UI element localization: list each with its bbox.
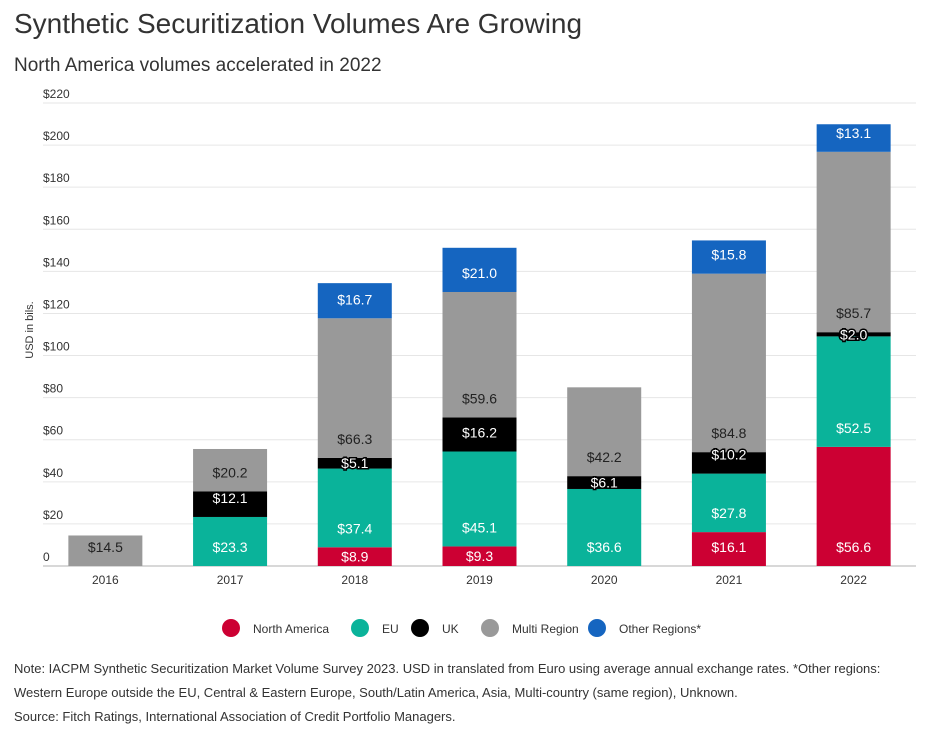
y-tick-label: 0 bbox=[43, 550, 50, 564]
x-tick-label: 2020 bbox=[591, 573, 618, 587]
data-label: $36.6 bbox=[587, 539, 622, 555]
bar-segment bbox=[193, 491, 268, 517]
legend-label: Other Regions* bbox=[619, 622, 701, 636]
bar-segment bbox=[193, 516, 268, 566]
bar-segment bbox=[567, 387, 642, 477]
bar-segment bbox=[442, 546, 517, 566]
data-label: $59.6 bbox=[462, 390, 497, 406]
legend-label: North America bbox=[253, 622, 329, 636]
bar-segment bbox=[691, 240, 766, 274]
data-label: $16.1 bbox=[711, 539, 746, 555]
bar-segment bbox=[317, 547, 392, 566]
bar-segment bbox=[691, 273, 766, 453]
bar-segment bbox=[442, 247, 517, 292]
data-label: $9.3 bbox=[466, 548, 493, 564]
y-tick-label: $80 bbox=[43, 382, 63, 396]
x-tick-label: 2018 bbox=[341, 573, 368, 587]
data-label: $14.5 bbox=[88, 539, 123, 555]
bar-segment bbox=[691, 452, 766, 474]
chart-title: Synthetic Securitization Volumes Are Gro… bbox=[14, 8, 583, 39]
data-label: $15.8 bbox=[711, 247, 746, 263]
data-label: $21.0 bbox=[462, 265, 497, 281]
legend-marker bbox=[411, 619, 429, 637]
x-tick-label: 2021 bbox=[716, 573, 743, 587]
data-label: $42.2 bbox=[587, 449, 622, 465]
bar-segment bbox=[691, 473, 766, 533]
y-tick-label: $20 bbox=[43, 508, 63, 522]
bar-segment bbox=[442, 451, 517, 547]
bar-segment bbox=[317, 468, 392, 548]
chart-subtitle: North America volumes accelerated in 202… bbox=[14, 55, 382, 76]
legend-marker bbox=[222, 619, 240, 637]
data-label: $27.8 bbox=[711, 505, 746, 521]
stacked-bar-chart: 0 $20 $40 $60 $80 $100 $120 $140 $160 $180 $200 $22… bbox=[24, 87, 916, 637]
data-label: $56.6 bbox=[836, 539, 871, 555]
legend-label: UK bbox=[442, 622, 459, 636]
bar-segment bbox=[317, 457, 392, 469]
bar-segment bbox=[317, 318, 392, 458]
y-tick-label: $160 bbox=[43, 213, 70, 227]
x-tick-label: 2019 bbox=[466, 573, 493, 587]
data-label: $52.5 bbox=[836, 420, 871, 436]
bar-segment bbox=[816, 332, 891, 337]
bar-segment bbox=[816, 124, 891, 152]
data-label: $20.2 bbox=[213, 464, 248, 480]
bar-segment bbox=[442, 417, 517, 452]
bar-segment bbox=[193, 448, 268, 492]
bar-segment bbox=[567, 476, 642, 489]
y-axis-label: USD in bils. bbox=[24, 301, 36, 358]
chart-source: Source: Fitch Ratings, International Ass… bbox=[14, 709, 456, 724]
bar-segment bbox=[317, 283, 392, 319]
bar-segment bbox=[442, 291, 517, 418]
y-tick-label: $40 bbox=[43, 466, 63, 480]
legend-marker bbox=[481, 619, 499, 637]
chart-note: Note: IACPM Synthetic Securitization Mar… bbox=[14, 661, 881, 700]
bar-segment bbox=[567, 488, 642, 566]
legend-marker bbox=[588, 619, 606, 637]
y-tick-label: $220 bbox=[43, 87, 70, 101]
y-tick-label: $140 bbox=[43, 255, 70, 269]
y-tick-label: $60 bbox=[43, 424, 63, 438]
bar-segment bbox=[816, 446, 891, 566]
data-label: $16.7 bbox=[337, 291, 372, 307]
y-tick-label: $200 bbox=[43, 129, 70, 143]
legend-label: Multi Region bbox=[512, 622, 579, 636]
data-label: $85.7 bbox=[836, 305, 871, 321]
data-label: $66.3 bbox=[337, 431, 372, 447]
bar-segment bbox=[816, 151, 891, 333]
data-label: $8.9 bbox=[341, 549, 368, 565]
data-label: $23.3 bbox=[213, 539, 248, 555]
data-label: $37.4 bbox=[337, 520, 372, 536]
y-tick-label: $120 bbox=[43, 297, 70, 311]
data-label: $6.1 bbox=[591, 475, 618, 491]
bar-segment bbox=[691, 532, 766, 566]
legend-label: EU bbox=[382, 622, 399, 636]
data-label: $5.1 bbox=[341, 455, 368, 471]
data-label: $2.0 bbox=[840, 326, 867, 342]
data-label: $10.2 bbox=[711, 447, 746, 463]
data-label: $12.1 bbox=[213, 490, 248, 506]
data-label: $16.2 bbox=[462, 425, 497, 441]
data-label: $13.1 bbox=[836, 125, 871, 141]
x-tick-label: 2022 bbox=[840, 573, 867, 587]
y-tick-label: $100 bbox=[43, 340, 70, 354]
bar-segment bbox=[68, 535, 143, 566]
y-tick-label: $180 bbox=[43, 171, 70, 185]
data-label: $45.1 bbox=[462, 519, 497, 535]
x-tick-label: 2017 bbox=[217, 573, 244, 587]
bar-segment bbox=[816, 336, 891, 447]
data-label: $84.8 bbox=[711, 425, 746, 441]
x-tick-label: 2016 bbox=[92, 573, 119, 587]
legend-marker bbox=[351, 619, 369, 637]
